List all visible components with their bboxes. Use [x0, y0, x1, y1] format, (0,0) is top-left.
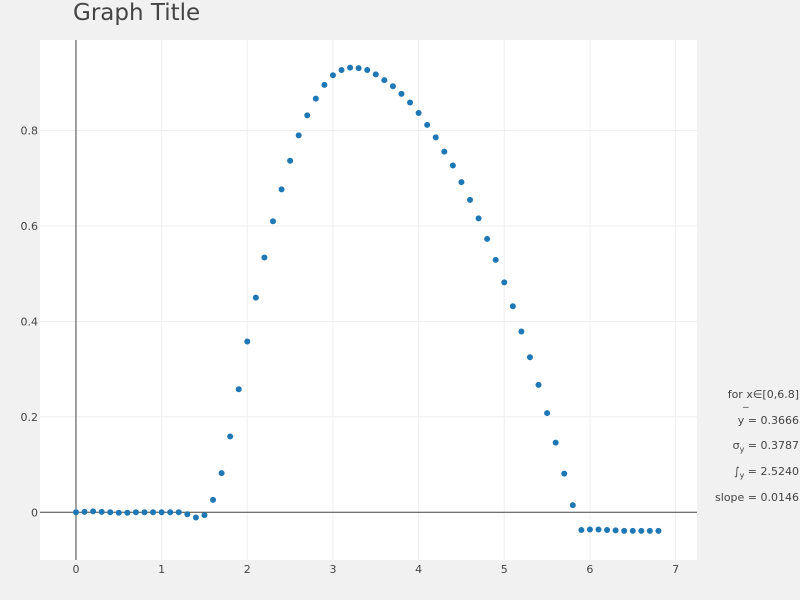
- scatter-point: [278, 186, 285, 193]
- scatter-point: [355, 65, 362, 72]
- stats-mean: y = 0.3666: [738, 414, 799, 427]
- scatter-point: [381, 77, 388, 84]
- scatter-point: [218, 470, 225, 477]
- scatter-point: [158, 509, 165, 516]
- scatter-point: [269, 218, 276, 225]
- scatter-point: [638, 527, 645, 534]
- stats-mean-bar: ‾: [742, 405, 749, 418]
- scatter-point: [98, 508, 105, 515]
- stats-panel: for x∈[0,6.8] y = 0.3666 ‾ σy = 0.3787 ∫…: [715, 388, 799, 504]
- scatter-point: [235, 386, 242, 393]
- y-tick-label: 0.8: [21, 125, 39, 138]
- scatter-point: [612, 527, 619, 534]
- x-tick-label: 3: [329, 563, 336, 576]
- scatter-point: [115, 509, 122, 516]
- scatter-point: [312, 95, 319, 102]
- scatter-point: [424, 121, 431, 128]
- scatter-point: [184, 511, 191, 518]
- x-tick-label: 2: [244, 563, 251, 576]
- scatter-point: [621, 527, 628, 534]
- scatter-point: [578, 526, 585, 533]
- scatter-point: [544, 410, 551, 417]
- scatter-point: [398, 90, 405, 97]
- scatter-point: [124, 509, 131, 516]
- grid-lines: [40, 40, 697, 560]
- scatter-point: [338, 67, 345, 74]
- scatter-point: [244, 338, 251, 345]
- x-tick-label: 6: [586, 563, 593, 576]
- scatter-point: [295, 132, 302, 139]
- zero-lines: [40, 40, 697, 560]
- scatter-point: [526, 354, 533, 361]
- scatter-point: [535, 381, 542, 388]
- scatter-point: [287, 157, 294, 164]
- scatter-point: [304, 112, 311, 119]
- scatter-point: [389, 83, 396, 90]
- scatter-point: [655, 527, 662, 534]
- scatter-point: [364, 67, 371, 74]
- scatter-point: [252, 294, 259, 301]
- x-tick-label: 1: [158, 563, 165, 576]
- scatter-point: [175, 509, 182, 516]
- scatter-point: [518, 328, 525, 335]
- scatter-point: [347, 64, 354, 71]
- scatter-point: [167, 509, 174, 516]
- y-tick-label: 0.4: [21, 315, 39, 328]
- scatter-point: [458, 179, 465, 186]
- scatter-point: [81, 508, 88, 515]
- scatter-point: [132, 509, 139, 516]
- scatter-point: [150, 509, 157, 516]
- scatter-point: [561, 470, 568, 477]
- scatter-point: [467, 196, 474, 203]
- scatter-point: [227, 433, 234, 440]
- scatter-point: [141, 509, 148, 516]
- scatter-point: [569, 502, 576, 509]
- scatter-point: [484, 235, 491, 242]
- y-tick-labels: 0 0.2 0.4 0.6 0.8: [21, 125, 39, 520]
- stats-range: for x∈[0,6.8]: [728, 388, 799, 401]
- scatter-point: [646, 527, 653, 534]
- scatter-point: [509, 303, 516, 310]
- scatter-point: [210, 496, 217, 503]
- scatter-point: [449, 162, 456, 169]
- scatter-point: [261, 254, 268, 261]
- y-tick-label: 0.2: [21, 411, 39, 424]
- scatter-point: [586, 526, 593, 533]
- x-tick-label: 0: [72, 563, 79, 576]
- stats-sigma: σy = 0.3787: [733, 439, 799, 454]
- x-tick-label: 5: [501, 563, 508, 576]
- scatter-point: [329, 72, 336, 79]
- scatter-point: [72, 509, 79, 516]
- scatter-point: [201, 512, 208, 519]
- scatter-point: [107, 509, 114, 516]
- chart-title: Graph Title: [73, 0, 200, 26]
- scatter-point: [321, 81, 328, 88]
- x-tick-labels: 0 1 2 3 4 5 6 7: [72, 563, 679, 576]
- scatter-point: [492, 256, 499, 263]
- scatter-point: [407, 99, 414, 106]
- scatter-point: [604, 526, 611, 533]
- stats-integral: ∫y = 2.5240: [734, 465, 799, 480]
- scatter-point: [372, 71, 379, 78]
- scatter-point: [595, 526, 602, 533]
- scatter-point: [432, 134, 439, 141]
- scatter-points: [72, 64, 662, 534]
- scatter-point: [501, 279, 508, 286]
- scatter-point: [629, 527, 636, 534]
- stats-slope: slope = 0.0146: [715, 491, 799, 504]
- x-tick-label: 4: [415, 563, 422, 576]
- y-tick-label: 0: [31, 506, 38, 519]
- scatter-point: [192, 514, 199, 521]
- scatter-point: [90, 508, 97, 515]
- scatter-point: [415, 109, 422, 116]
- plot-area: [40, 40, 697, 560]
- scatter-point: [441, 148, 448, 155]
- scatter-point: [552, 439, 559, 446]
- y-tick-label: 0.6: [21, 220, 39, 233]
- x-tick-label: 7: [672, 563, 679, 576]
- scatter-point: [475, 215, 482, 222]
